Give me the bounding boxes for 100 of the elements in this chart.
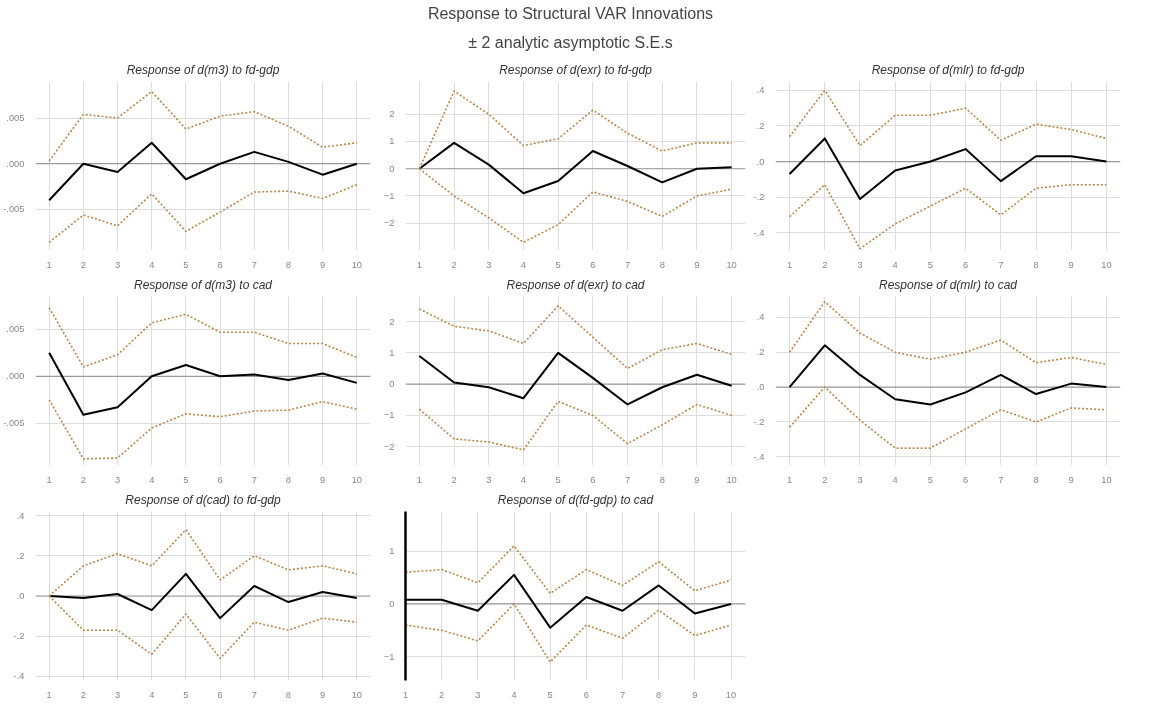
y-tick-label: -.005 bbox=[3, 204, 25, 215]
y-tick-label: 2 bbox=[389, 316, 395, 327]
y-tick-label: 0 bbox=[389, 379, 395, 390]
x-tick-label: 1 bbox=[402, 689, 409, 700]
x-tick-label: 4 bbox=[149, 689, 155, 700]
text: ± 2 analytic asymptotic S.E.s bbox=[468, 33, 673, 51]
x-tick-label: 1 bbox=[416, 259, 422, 270]
x-tick-label: 1 bbox=[46, 259, 52, 270]
x-tick-label: 10 bbox=[351, 689, 363, 700]
x-tick-label: 10 bbox=[1101, 259, 1112, 270]
x-tick-label: 7 bbox=[624, 474, 631, 485]
x-tick-label: 1 bbox=[46, 474, 52, 485]
x-tick-label: 3 bbox=[857, 259, 863, 270]
y-tick-label: .000 bbox=[6, 158, 25, 169]
x-tick-label: 10 bbox=[351, 259, 363, 270]
y-tick-label: .005 bbox=[6, 113, 25, 124]
x-tick-label: 2 bbox=[80, 474, 86, 485]
x-tick-label: 6 bbox=[963, 259, 969, 270]
x-tick-label: 5 bbox=[555, 474, 561, 485]
x-tick-label: 6 bbox=[217, 259, 223, 270]
x-tick-label: 6 bbox=[217, 474, 223, 485]
x-tick-label: 9 bbox=[320, 474, 326, 485]
x-tick-label: 3 bbox=[486, 259, 492, 270]
x-tick-label: 6 bbox=[217, 689, 223, 700]
y-tick-label: −2 bbox=[383, 441, 395, 452]
x-tick-label: 9 bbox=[694, 259, 700, 270]
x-tick-label: 2 bbox=[822, 474, 828, 485]
x-tick-label: 9 bbox=[1068, 259, 1074, 270]
x-tick-label: 4 bbox=[520, 474, 527, 485]
y-tick-label: 2 bbox=[389, 109, 395, 120]
x-tick-label: 1 bbox=[786, 474, 793, 485]
x-tick-label: 3 bbox=[475, 689, 481, 700]
x-tick-label: 2 bbox=[451, 474, 457, 485]
x-tick-label: 2 bbox=[822, 259, 828, 270]
y-tick-label: .2 bbox=[16, 550, 25, 561]
x-tick-label: 6 bbox=[963, 474, 969, 485]
x-tick-label: 8 bbox=[659, 259, 665, 270]
x-tick-label: 6 bbox=[583, 689, 589, 700]
x-tick-label: 4 bbox=[892, 474, 898, 485]
x-tick-label: 5 bbox=[183, 259, 189, 270]
y-tick-label: −1 bbox=[383, 410, 395, 421]
chart-title: Response of d(m3) to cad bbox=[133, 277, 273, 292]
chart-title: Response of d(exr) to fd-gdp bbox=[499, 62, 653, 77]
x-tick-label: 3 bbox=[857, 474, 863, 485]
x-tick-label: 4 bbox=[511, 689, 517, 700]
chart-title: Response of d(fd-gdp) to cad bbox=[497, 492, 654, 507]
x-tick-label: 5 bbox=[927, 474, 934, 485]
x-tick-label: 8 bbox=[285, 474, 292, 485]
y-tick-label: .2 bbox=[756, 347, 765, 358]
x-tick-label: 7 bbox=[251, 689, 257, 700]
y-tick-label: -.2 bbox=[753, 416, 765, 427]
y-tick-label: -.4 bbox=[753, 451, 765, 462]
y-tick-label: 1 bbox=[389, 546, 395, 557]
y-tick-label: .4 bbox=[756, 85, 765, 96]
x-tick-label: 4 bbox=[892, 259, 898, 270]
y-tick-label: .0 bbox=[756, 382, 765, 393]
y-tick-label: .0 bbox=[16, 591, 25, 601]
y-tick-label: −1 bbox=[383, 190, 395, 201]
y-tick-label: .005 bbox=[6, 324, 25, 335]
x-tick-label: 1 bbox=[46, 689, 52, 700]
x-tick-label: 3 bbox=[114, 474, 121, 485]
x-tick-label: 3 bbox=[114, 259, 121, 270]
x-tick-label: 5 bbox=[927, 259, 934, 270]
chart-title: Response of d(exr) to cad bbox=[506, 277, 645, 292]
chart-title: Response of d(m3) to fd-gdp bbox=[126, 62, 280, 77]
x-tick-label: 7 bbox=[998, 474, 1004, 485]
x-tick-label: 10 bbox=[1101, 474, 1112, 485]
chart-title: Response of d(mlr) to fd-gdp bbox=[871, 62, 1025, 77]
x-tick-label: 8 bbox=[1033, 474, 1039, 485]
x-tick-label: 7 bbox=[619, 689, 626, 700]
x-tick-label: 4 bbox=[149, 259, 155, 270]
x-tick-label: 6 bbox=[590, 474, 596, 485]
x-tick-label: 6 bbox=[590, 259, 596, 270]
chart-title: Response of d(cad) to fd-gdp bbox=[125, 492, 282, 507]
y-tick-label: 0 bbox=[389, 163, 395, 174]
x-tick-label: 9 bbox=[694, 474, 700, 485]
x-tick-label: 8 bbox=[285, 689, 292, 700]
y-tick-label: .4 bbox=[16, 510, 25, 521]
y-tick-label: -.2 bbox=[753, 192, 765, 203]
x-tick-label: 3 bbox=[114, 689, 121, 700]
x-tick-label: 4 bbox=[520, 259, 527, 270]
x-tick-label: 10 bbox=[725, 689, 737, 700]
x-tick-label: 10 bbox=[726, 259, 737, 270]
x-tick-label: 7 bbox=[624, 259, 631, 270]
y-tick-label: 1 bbox=[389, 347, 395, 358]
x-tick-label: 8 bbox=[1033, 259, 1039, 270]
y-tick-label: -.4 bbox=[13, 671, 25, 682]
y-tick-label: -.4 bbox=[753, 227, 765, 238]
x-tick-label: 4 bbox=[149, 474, 155, 485]
x-tick-label: 10 bbox=[351, 474, 363, 485]
x-tick-label: 9 bbox=[692, 689, 698, 700]
text: Response to Structural VAR Innovations bbox=[427, 4, 714, 22]
y-tick-label: -.2 bbox=[13, 631, 25, 642]
x-tick-label: 2 bbox=[439, 689, 445, 700]
x-tick-label: 7 bbox=[251, 259, 257, 270]
x-tick-label: 2 bbox=[80, 259, 86, 270]
x-tick-label: 7 bbox=[251, 474, 257, 485]
x-tick-label: 5 bbox=[183, 474, 189, 485]
chart-title: Response of d(mlr) to cad bbox=[878, 277, 1018, 292]
y-tick-label: .000 bbox=[6, 371, 25, 382]
